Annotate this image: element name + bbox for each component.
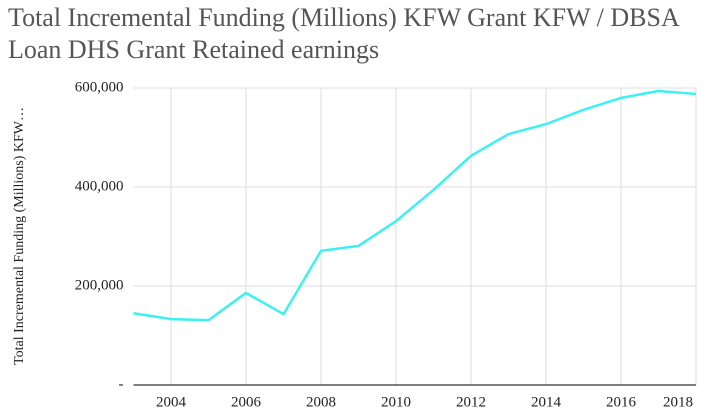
y-tick-label: 600,000 <box>75 79 124 95</box>
y-tick-label: 200,000 <box>75 277 124 293</box>
x-tick-label: 2006 <box>231 394 262 410</box>
data-line <box>133 89 697 322</box>
x-tick-label: 2012 <box>456 394 486 410</box>
chart-title: Total Incremental Funding (Millions) KFW… <box>8 3 679 64</box>
x-tick-label: 2008 <box>306 394 336 410</box>
x-tick-label: 2010 <box>381 394 411 410</box>
y-tick-label: 400,000 <box>75 178 124 194</box>
y-tick-label: - <box>119 376 124 392</box>
x-tick-label: 2016 <box>606 394 637 410</box>
x-tick-label: 2018 <box>663 394 693 410</box>
y-axis-label: Total Incremental Funding (Millions) KFW… <box>12 107 27 365</box>
x-tick-label: 2004 <box>156 394 187 410</box>
x-tick-label: 2014 <box>531 394 562 410</box>
